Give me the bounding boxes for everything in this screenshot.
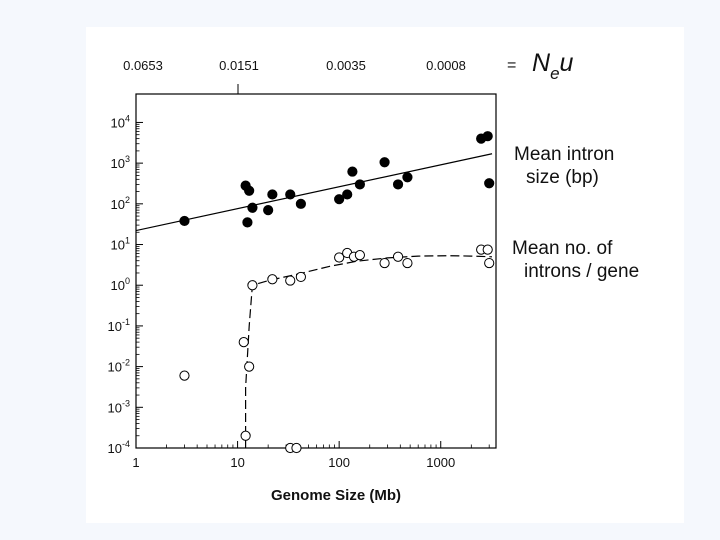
data-point-open [240, 430, 251, 441]
equals-sign: = [507, 57, 516, 74]
data-point-open [244, 361, 255, 372]
data-point-open [402, 257, 413, 269]
series-intron-size [136, 153, 493, 232]
y-tick-label: 10-3 [108, 398, 130, 415]
data-point-filled [379, 157, 390, 168]
x-tick-label: 1000 [426, 455, 455, 470]
series-label: size (bp) [526, 167, 599, 188]
fit-curve [245, 255, 493, 448]
y-tick-label: 104 [111, 113, 130, 130]
y-tick-label: 10-2 [108, 358, 130, 375]
data-point-filled [342, 189, 353, 200]
top-axis-label: 0.0151 [219, 58, 259, 73]
data-point-open [392, 251, 404, 262]
data-point-filled [295, 198, 306, 209]
figure-panel [86, 27, 684, 523]
data-point-open [267, 274, 278, 285]
y-tick-label: 100 [111, 276, 130, 293]
data-point-open [354, 249, 365, 261]
top-axis-label: 0.0035 [326, 58, 366, 73]
top-axis-label: 0.0653 [123, 58, 163, 73]
data-point-filled [247, 202, 258, 213]
data-point-open [238, 337, 249, 348]
y-tick-label: 10-1 [108, 317, 130, 334]
data-point-open [291, 442, 302, 454]
data-point-filled [267, 189, 278, 200]
data-point-filled [392, 179, 404, 190]
data-point-filled [402, 172, 413, 183]
x-tick-label: 10 [230, 455, 244, 470]
x-tick-label: 1 [132, 455, 139, 470]
series-introns-per-gene [245, 255, 493, 448]
data-point-open [334, 252, 345, 263]
series-label: Mean intron [514, 144, 614, 165]
top-axis-label: 0.0008 [426, 58, 466, 73]
data-point-filled [334, 194, 345, 205]
data-point-filled [354, 179, 365, 190]
series-label: introns / gene [524, 261, 639, 282]
y-tick-label: 10-4 [108, 439, 130, 456]
data-point-open [179, 370, 190, 381]
data-point-open [295, 271, 306, 283]
data-point-filled [484, 178, 495, 189]
data-point-filled [242, 217, 253, 228]
data-point-filled [263, 205, 274, 216]
data-point-open [484, 257, 495, 269]
data-point-filled [482, 131, 493, 142]
fit-line [136, 153, 493, 232]
data-point-filled [285, 189, 296, 200]
plot-layer: 1 10 100 1000 10-4 10-3 10-2 10-1 100 101 102 103 10… [108, 49, 640, 504]
x-tick-label: 100 [328, 455, 350, 470]
series-label: Mean no. of [512, 238, 613, 259]
ne-u-label: Neu [532, 49, 574, 83]
data-point-open [482, 244, 493, 255]
y-tick-label: 101 [111, 236, 130, 253]
data-point-open [247, 280, 258, 291]
data-point-filled [244, 185, 255, 196]
y-tick-label: 102 [111, 195, 130, 212]
data-point-filled [347, 166, 358, 177]
data-point-open [379, 257, 390, 269]
data-point-filled [179, 215, 190, 227]
x-axis-label: Genome Size (Mb) [271, 487, 401, 504]
data-point-open [285, 275, 296, 286]
y-tick-label: 103 [111, 154, 130, 171]
plot-frame [135, 93, 497, 449]
